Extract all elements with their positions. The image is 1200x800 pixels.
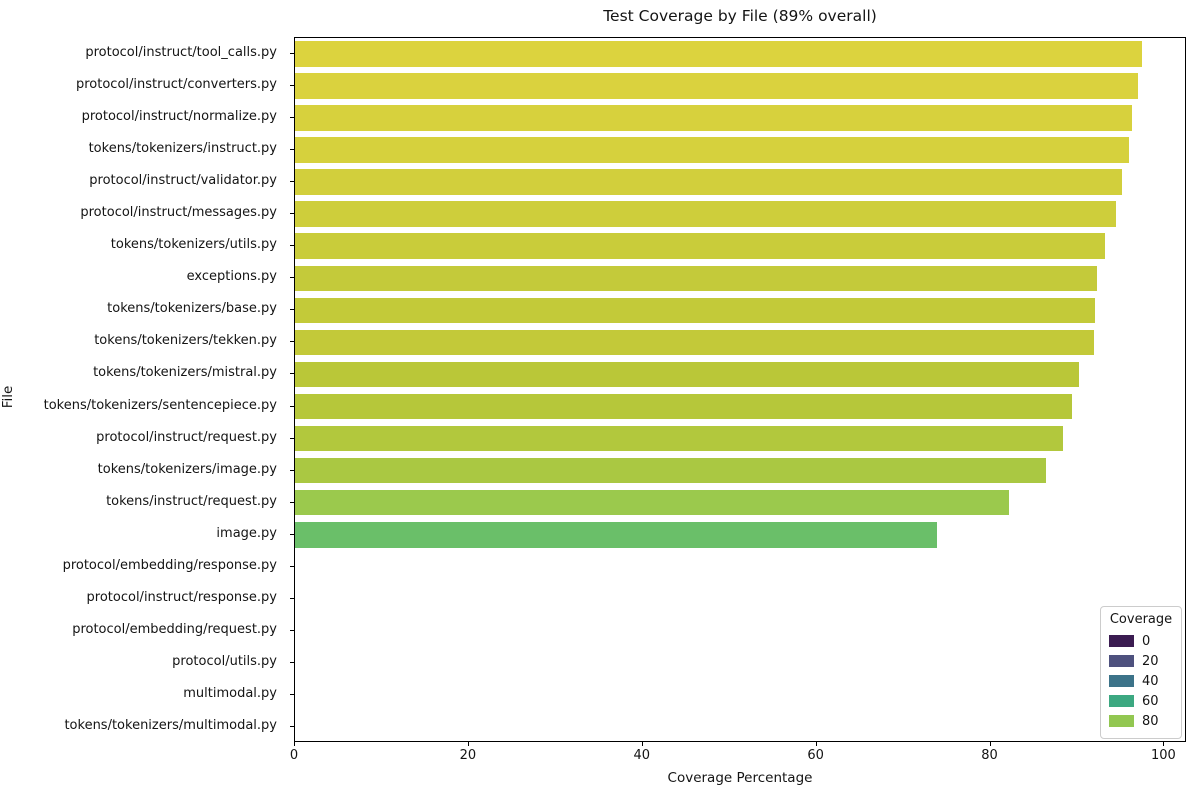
bar-protocol/instruct/validator.py [295,169,1122,195]
x-tickmark [815,742,817,746]
x-ticklabel: 100 [1150,748,1176,763]
y-label: protocol/instruct/tool_calls.py [85,45,277,61]
y-label: tokens/tokenizers/instruct.py [88,141,277,157]
x-tickmark [467,742,469,746]
y-tickmark [290,597,294,599]
y-tickmark [290,181,294,183]
y-label: protocol/instruct/validator.py [89,173,277,189]
legend-swatch-icon [1109,635,1134,647]
x-ticklabel: 60 [807,748,824,763]
y-tickmark [290,53,294,55]
legend-swatch-icon [1109,675,1134,687]
legend: Coverage 0 20 40 60 80 [1100,606,1182,739]
bar-protocol/instruct/tool_calls.py [295,41,1143,67]
y-tickmark [290,469,294,471]
y-tickmark [290,629,294,631]
y-label: exceptions.py [186,269,277,285]
y-label: protocol/instruct/request.py [96,429,277,445]
y-label: tokens/instruct/request.py [106,493,277,509]
y-tickmark [290,725,294,727]
bar-tokens/tokenizers/mistral.py [295,361,1080,388]
y-label: protocol/instruct/response.py [86,589,277,605]
y-tickmark [290,341,294,343]
x-ticklabel: 20 [459,748,477,763]
y-label: protocol/instruct/normalize.py [81,109,277,125]
x-axis-label: Coverage Percentage [667,770,813,786]
y-axis-tick-labels: protocol/instruct/tool_calls.py protocol/… [0,37,285,742]
y-label: tokens/tokenizers/multimodal.py [64,717,277,733]
x-ticklabel: 80 [981,748,998,763]
y-label: image.py [216,525,277,541]
bar-tokens/instruct/request.py [295,489,1009,516]
bar-protocol/instruct/messages.py [295,201,1116,228]
plot-area [294,37,1186,742]
bar-protocol/instruct/request.py [295,425,1063,452]
y-label: tokens/tokenizers/tekken.py [94,333,277,349]
y-label: tokens/tokenizers/sentencepiece.py [43,397,277,413]
x-tickmark [641,742,643,746]
legend-item: 40 [1109,671,1173,691]
legend-label: 80 [1142,713,1159,729]
y-tickmark [290,437,294,439]
bar-tokens/tokenizers/instruct.py [295,137,1130,163]
legend-label: 60 [1142,693,1159,709]
legend-label: 40 [1142,673,1159,689]
y-tickmark [290,277,294,279]
legend-title: Coverage [1109,612,1173,627]
y-tickmark [290,117,294,119]
y-tickmark [290,533,294,535]
bar-protocol/instruct/converters.py [295,73,1139,99]
bar-exceptions.py [295,265,1097,292]
y-label: protocol/embedding/request.py [72,621,277,637]
bar-tokens/tokenizers/sentencepiece.py [295,393,1073,420]
x-ticklabel: 40 [633,748,651,763]
bar-image.py [295,521,937,548]
y-label: protocol/instruct/converters.py [75,77,277,93]
y-label: tokens/tokenizers/mistral.py [93,365,277,381]
y-tickmark [290,213,294,215]
y-tickmark [290,85,294,87]
legend-swatch-icon [1109,715,1134,727]
y-label: protocol/embedding/response.py [62,557,277,573]
x-tickmark [1163,742,1165,746]
bar-protocol/instruct/normalize.py [295,105,1133,131]
y-label: tokens/tokenizers/base.py [107,301,277,317]
y-tickmark [290,693,294,695]
bar-tokens/tokenizers/image.py [295,457,1047,484]
y-label: tokens/tokenizers/utils.py [110,237,277,253]
legend-item: 0 [1109,631,1173,651]
legend-items: 0 20 40 60 80 [1109,631,1173,731]
x-tickmark [294,742,295,746]
bar-tokens/tokenizers/utils.py [295,233,1106,260]
y-tickmark [290,373,294,375]
y-label: multimodal.py [183,685,277,701]
y-tickmark [290,405,294,407]
x-ticklabel: 0 [289,748,299,763]
y-tickmark [290,309,294,311]
legend-swatch-icon [1109,695,1134,707]
bar-tokens/tokenizers/base.py [295,297,1095,324]
y-tickmark [290,501,294,503]
y-tickmark [290,245,294,247]
legend-item: 20 [1109,651,1173,671]
legend-label: 20 [1142,653,1159,669]
y-tickmark [290,661,294,663]
x-axis-ticks: 0 20 40 60 80 100 [290,742,1186,772]
bar-tokens/tokenizers/tekken.py [295,329,1094,356]
y-label: protocol/instruct/messages.py [80,205,277,221]
x-tickmark [989,742,991,746]
chart-title: Test Coverage by File (89% overall) [603,7,877,25]
legend-item: 60 [1109,691,1173,711]
y-label: tokens/tokenizers/image.py [97,461,277,477]
y-label: protocol/utils.py [172,653,277,669]
y-tickmark [290,565,294,567]
legend-swatch-icon [1109,655,1134,667]
y-tickmark [290,149,294,151]
legend-item: 80 [1109,711,1173,731]
legend-label: 0 [1142,633,1151,649]
